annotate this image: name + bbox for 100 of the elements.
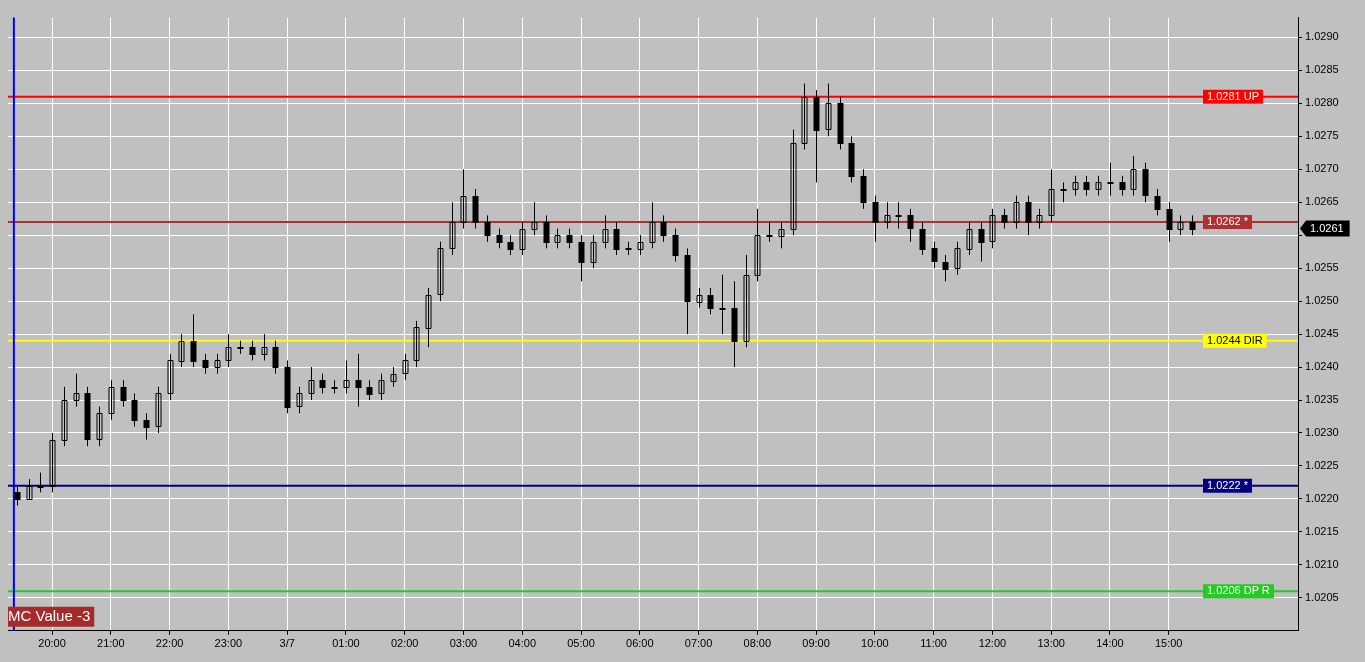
candlestick	[378, 373, 385, 401]
candlestick	[519, 221, 526, 256]
x-tick-label: 05:00	[567, 637, 595, 650]
ref-line-label: 1.0262 *	[1207, 215, 1249, 228]
x-tick-label: 04:00	[508, 637, 536, 650]
y-tick-label: 1.0220	[1305, 491, 1339, 504]
candlestick	[1001, 208, 1008, 230]
candlestick	[1189, 214, 1196, 236]
candlestick	[1013, 195, 1020, 230]
candlestick	[1025, 195, 1032, 236]
candlestick	[954, 241, 961, 276]
candlestick	[790, 129, 797, 236]
candlestick	[613, 221, 620, 256]
candlestick	[49, 432, 56, 493]
candlestick	[319, 373, 326, 394]
x-tick-label: 22:00	[155, 637, 184, 650]
candlestick	[602, 214, 609, 249]
candlestick	[214, 353, 221, 375]
y-tick-label: 1.0275	[1305, 129, 1339, 142]
candlestick	[37, 472, 44, 493]
candlestick	[355, 353, 362, 408]
candlestick	[707, 287, 714, 315]
candlestick	[1166, 201, 1173, 243]
y-tick-label: 1.0230	[1305, 426, 1339, 439]
candlestick	[590, 234, 597, 269]
x-tick-label: 3/7	[279, 637, 295, 650]
x-tick-label: 09:00	[802, 637, 830, 650]
candlestick	[672, 228, 679, 263]
candlestick	[402, 353, 409, 381]
candlestick	[1060, 181, 1067, 203]
candlestick	[507, 234, 514, 256]
candlestick	[413, 320, 420, 368]
x-tick-label: 15:00	[1154, 637, 1183, 650]
x-tick-label: 23:00	[214, 637, 243, 650]
candlestick	[73, 373, 80, 408]
ref-line-label: 1.0206 DP R	[1207, 584, 1270, 597]
candlestick	[225, 333, 232, 368]
annotation: MC Value -3	[8, 606, 91, 624]
y-tick-label: 1.0265	[1305, 195, 1339, 208]
y-tick-label: 1.0250	[1305, 294, 1339, 307]
candlestick	[978, 221, 985, 263]
candlestick	[719, 274, 726, 335]
x-tick-label: 11:00	[920, 637, 947, 650]
candlestick	[884, 201, 891, 230]
candlestick	[825, 83, 832, 137]
x-tick-label: 20:00	[38, 637, 66, 650]
candlestick	[931, 241, 938, 269]
candlestick	[296, 386, 303, 414]
x-tick-label: 06:00	[626, 637, 654, 650]
x-tick-label: 10:00	[861, 637, 889, 650]
candlestick	[907, 208, 914, 243]
y-tick-label: 1.0235	[1305, 393, 1339, 406]
candlestick	[766, 221, 773, 243]
candlestick	[425, 287, 432, 348]
candlestick	[989, 208, 996, 249]
y-tick-label: 1.0290	[1305, 30, 1339, 43]
candlestick	[1036, 208, 1043, 230]
candlestick	[660, 214, 667, 243]
y-tick-label: 1.0255	[1305, 261, 1339, 274]
candlestick	[167, 353, 174, 401]
text: 1.0261	[1310, 221, 1344, 234]
candlestick	[26, 478, 33, 500]
candlestick	[637, 234, 644, 256]
candlestick	[778, 221, 785, 249]
candlestick	[1177, 214, 1184, 236]
candlestick	[1083, 175, 1090, 197]
y-tick-label: 1.0240	[1305, 360, 1339, 373]
candlestick	[131, 392, 138, 427]
candlestick	[1130, 155, 1137, 197]
candlestick	[449, 201, 456, 256]
candlestick	[366, 379, 373, 401]
x-tick-label: 21:00	[97, 637, 125, 650]
candlestick	[390, 366, 397, 388]
ref-line-label: 1.0244 DIR	[1207, 333, 1263, 346]
candlestick	[308, 366, 315, 401]
y-tick-label: 1.0215	[1305, 524, 1339, 537]
candlestick	[649, 201, 656, 249]
candlestick	[178, 333, 185, 368]
candlestick	[484, 214, 491, 243]
candlestick	[942, 254, 949, 282]
x-tick-label: 02:00	[390, 637, 419, 650]
x-tick-label: 08:00	[743, 637, 772, 650]
candlestick	[743, 254, 750, 348]
candlestick	[108, 379, 115, 421]
x-tick-label: 12:00	[978, 637, 1007, 650]
candlestick	[249, 340, 256, 361]
candlestick	[143, 412, 150, 441]
candlestick	[801, 83, 808, 150]
y-tick-label: 1.0225	[1305, 458, 1339, 471]
candlestick	[61, 386, 68, 447]
candlestick	[1048, 168, 1055, 223]
candlestick	[272, 340, 279, 375]
candlestick	[531, 201, 538, 236]
y-tick-label: 1.0280	[1305, 96, 1339, 109]
x-tick-label: 07:00	[684, 637, 713, 650]
candlestick	[343, 359, 350, 394]
candlestick	[966, 221, 973, 256]
candlestick	[578, 234, 585, 282]
candlestick	[1072, 175, 1079, 197]
x-tick-label: 14:00	[1096, 637, 1124, 650]
